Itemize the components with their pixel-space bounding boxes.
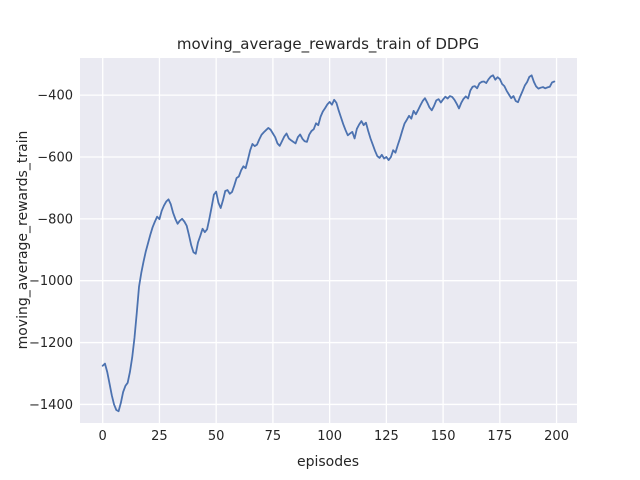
x-tick-label: 50 — [208, 429, 225, 444]
x-axis-label: episodes — [297, 454, 359, 470]
reward-line — [101, 74, 556, 413]
chart-title: moving_average_rewards_train of DDPG — [177, 35, 479, 54]
y-tick-label: −600 — [37, 150, 73, 165]
x-tick-label: 150 — [431, 429, 456, 444]
x-tick-label: 0 — [99, 429, 107, 444]
x-tick-label: 75 — [265, 429, 282, 444]
y-tick-label: −1400 — [29, 398, 73, 413]
plot-area — [80, 58, 577, 423]
series-group — [101, 74, 556, 413]
x-tick-label: 125 — [374, 429, 399, 444]
y-tick-label: −400 — [37, 89, 73, 104]
tick-labels: 0 25 50 75 100 125 150 175 200 −1400 −1200 −1000 −80… — [29, 89, 569, 444]
x-tick-label: 200 — [544, 429, 569, 444]
x-tick-label: 25 — [151, 429, 168, 444]
gridlines — [80, 58, 577, 423]
x-tick-label: 100 — [317, 429, 342, 444]
x-tick-label: 175 — [487, 429, 512, 444]
y-tick-label: −1200 — [29, 336, 73, 351]
y-tick-label: −800 — [37, 212, 73, 227]
y-axis-label: moving_average_rewards_train — [15, 131, 31, 350]
y-tick-label: −1000 — [29, 274, 73, 289]
